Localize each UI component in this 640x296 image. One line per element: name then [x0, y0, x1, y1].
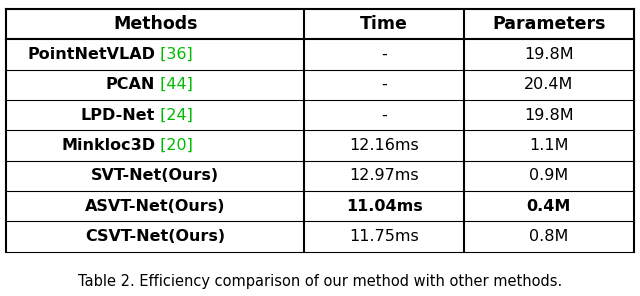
Text: -: -: [381, 47, 387, 62]
Text: PointNetVLAD: PointNetVLAD: [28, 47, 156, 62]
Text: 12.16ms: 12.16ms: [349, 138, 419, 153]
Text: CSVT-Net(Ours): CSVT-Net(Ours): [85, 229, 225, 244]
Text: -: -: [381, 77, 387, 92]
Text: 0.9M: 0.9M: [529, 168, 568, 183]
Text: 0.4M: 0.4M: [527, 199, 571, 214]
Text: Minkloc3D: Minkloc3D: [61, 138, 156, 153]
Text: 1.1M: 1.1M: [529, 138, 569, 153]
Text: 20.4M: 20.4M: [524, 77, 573, 92]
Text: ASVT-Net(Ours): ASVT-Net(Ours): [85, 199, 226, 214]
Text: 19.8M: 19.8M: [524, 107, 573, 123]
Text: [44]: [44]: [156, 77, 193, 92]
Text: PCAN: PCAN: [106, 77, 156, 92]
Text: Methods: Methods: [113, 15, 198, 33]
Text: Table 2. Efficiency comparison of our method with other methods.: Table 2. Efficiency comparison of our me…: [78, 274, 562, 289]
Text: LPD-Net: LPD-Net: [81, 107, 156, 123]
Text: SVT-Net(Ours): SVT-Net(Ours): [92, 168, 220, 183]
Text: [24]: [24]: [156, 107, 193, 123]
Text: 19.8M: 19.8M: [524, 47, 573, 62]
Text: 12.97ms: 12.97ms: [349, 168, 419, 183]
Text: 0.8M: 0.8M: [529, 229, 568, 244]
Text: [36]: [36]: [156, 47, 193, 62]
Text: -: -: [381, 107, 387, 123]
Text: Time: Time: [360, 15, 408, 33]
Text: [20]: [20]: [156, 138, 193, 153]
Text: 11.04ms: 11.04ms: [346, 199, 422, 214]
Text: 11.75ms: 11.75ms: [349, 229, 419, 244]
Text: Parameters: Parameters: [492, 15, 605, 33]
